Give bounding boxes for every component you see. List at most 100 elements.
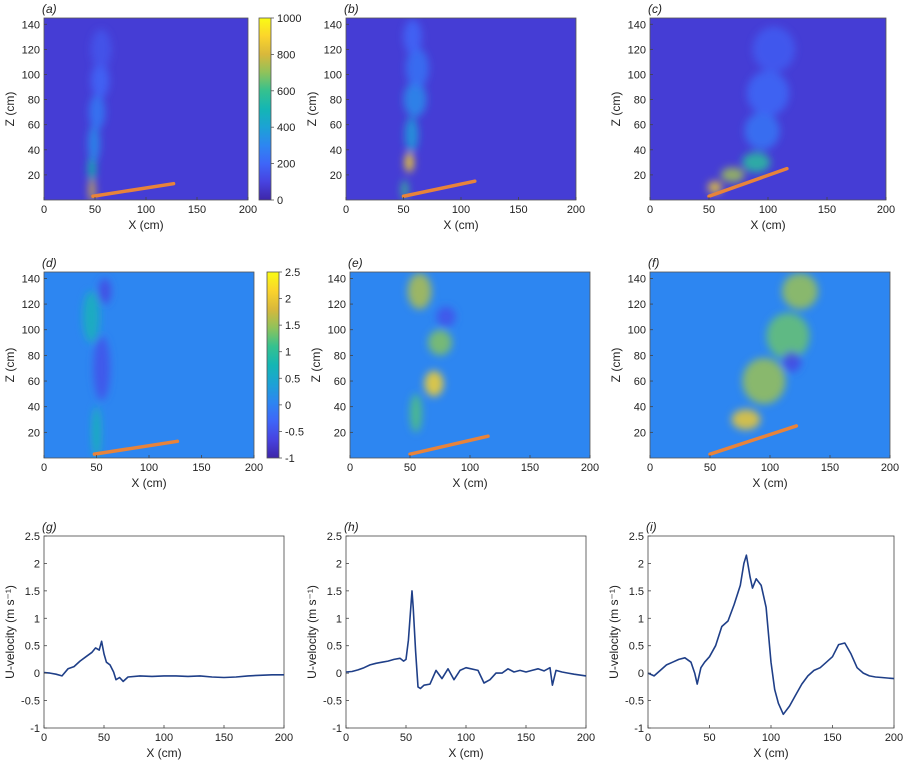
panel-a: 0 200 400 600 800 1000 0 50 100 150 200 20 40 60 80 100… [3, 2, 301, 232]
plate-line [91, 181, 176, 198]
x-tick-label: 50 [703, 204, 715, 216]
x-tick-label: 150 [818, 204, 836, 216]
x-tick-label: 200 [245, 462, 263, 474]
y-tick-label: 100 [628, 69, 646, 81]
y-tick-label: 1.5 [327, 586, 342, 598]
heatmap-feature-3 [403, 82, 427, 118]
velocity-line [345, 590, 587, 690]
y-axis-label: U-velocity (m s⁻¹) [3, 585, 17, 679]
y-tick-label: 60 [28, 376, 40, 388]
heatmap-feature-3 [98, 278, 112, 305]
x-axis-label: X (cm) [131, 476, 166, 490]
y-tick-label: -1 [30, 723, 40, 735]
y-tick-label: 100 [628, 325, 646, 337]
x-axis-label: X (cm) [752, 476, 787, 490]
heatmap-feature-2 [410, 393, 422, 433]
y-tick-label: 2.5 [327, 531, 342, 543]
x-axis-label: X (cm) [750, 218, 785, 232]
x-tick-label: 100 [140, 462, 158, 474]
heatmap-feature-3 [88, 94, 106, 130]
heatmap-feature-5 [90, 29, 112, 70]
y-tick-label: 20 [330, 170, 342, 182]
heatmap-feature-2 [766, 313, 810, 360]
y-tick-label: 20 [634, 170, 646, 182]
x-tick-label: 100 [461, 462, 479, 474]
axes-frame [647, 535, 895, 729]
heatmap-feature-1 [742, 357, 786, 405]
y-tick-label: 140 [628, 19, 646, 31]
plate-line [92, 439, 180, 456]
plate-line [707, 166, 789, 198]
panel-label: (b) [344, 2, 359, 16]
y-axis-label: Z (cm) [3, 348, 17, 383]
x-tick-label: 150 [215, 732, 233, 744]
y-tick-label: 0.5 [629, 641, 644, 653]
y-tick-label: 40 [334, 402, 346, 414]
y-tick-label: -1 [332, 723, 342, 735]
y-tick-label: 1.5 [629, 586, 644, 598]
velocity-line [647, 554, 895, 716]
y-axis-label: U-velocity (m s⁻¹) [305, 585, 319, 679]
x-tick-label: 0 [343, 204, 349, 216]
y-tick-label: 140 [22, 273, 40, 285]
x-tick-label: 50 [703, 732, 715, 744]
heatmap-feature-3 [744, 112, 780, 150]
panel-label: (c) [648, 2, 662, 16]
y-tick-label: 40 [28, 402, 40, 414]
colorbar-tick-label: -1 [285, 453, 295, 465]
panel-label: (i) [646, 520, 657, 534]
heatmap-feature-5 [752, 26, 796, 72]
heatmap-feature-4 [405, 48, 429, 89]
x-tick-label: 50 [90, 462, 102, 474]
y-tick-label: 0 [34, 668, 40, 680]
heatmap-background [346, 18, 576, 200]
x-tick-label: 150 [821, 462, 839, 474]
x-tick-label: 100 [761, 462, 779, 474]
x-tick-label: 50 [397, 204, 409, 216]
y-tick-label: 20 [28, 427, 40, 439]
y-tick-label: 100 [22, 69, 40, 81]
heatmap-feature-0 [707, 181, 722, 194]
y-tick-label: 80 [634, 95, 646, 107]
y-tick-label: 100 [324, 69, 342, 81]
x-axis-label: X (cm) [443, 218, 478, 232]
y-tick-label: 0.5 [25, 641, 40, 653]
plate-line [401, 179, 477, 198]
y-tick-label: 120 [22, 44, 40, 56]
x-tick-label: 50 [400, 732, 412, 744]
y-tick-label: 100 [328, 325, 346, 337]
x-tick-label: 200 [877, 204, 895, 216]
y-tick-label: 120 [628, 44, 646, 56]
heatmap-feature-2 [82, 291, 100, 343]
plate-line [708, 424, 799, 456]
x-tick-label: 100 [137, 204, 155, 216]
x-axis-label: X (cm) [128, 218, 163, 232]
heatmap-feature-0 [88, 177, 95, 200]
x-tick-label: 0 [41, 204, 47, 216]
heatmap-feature-1 [93, 336, 111, 401]
x-tick-label: 100 [452, 204, 470, 216]
x-tick-label: 50 [89, 204, 101, 216]
heatmap-feature-0 [92, 406, 101, 458]
x-tick-label: 200 [577, 732, 595, 744]
panel-b: 0 50 100 150 200 20 40 60 80 100 120 140 X (cm) Z (cm… [305, 2, 585, 232]
y-tick-label: 40 [330, 145, 342, 157]
y-tick-label: -0.5 [323, 696, 342, 708]
x-tick-label: 200 [581, 462, 599, 474]
panel-label: (d) [42, 256, 57, 270]
x-tick-label: 0 [41, 732, 47, 744]
y-tick-label: 60 [330, 120, 342, 132]
x-tick-label: 150 [823, 732, 841, 744]
heatmap-feature-3 [782, 273, 818, 310]
axes-frame [43, 535, 285, 729]
colorbar-tick-label: 0 [285, 400, 291, 412]
velocity-line [43, 640, 284, 683]
y-axis-label: Z (cm) [3, 92, 17, 127]
heatmap-feature-4 [746, 70, 790, 116]
y-axis-label: Z (cm) [305, 92, 319, 127]
y-tick-label: 120 [324, 44, 342, 56]
panel-e: 0 50 100 150 200 20 40 60 80 100 120 140 X (cm) Z (cm… [309, 256, 599, 490]
x-tick-label: 100 [155, 732, 173, 744]
colorbar-tick-label: 200 [277, 159, 295, 171]
colorbar-tick-label: -0.5 [285, 426, 304, 438]
